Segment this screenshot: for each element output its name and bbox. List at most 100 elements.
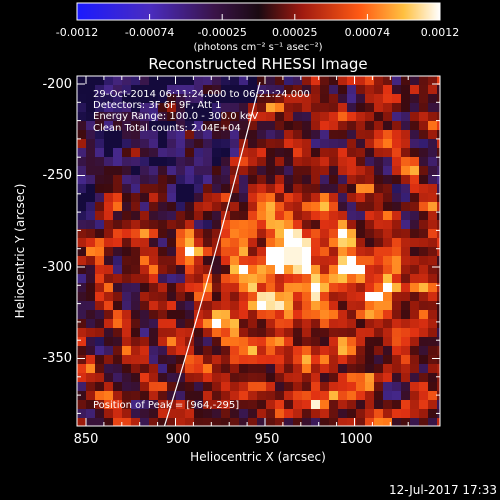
heatmap-cell [419, 211, 429, 221]
heatmap-cell [167, 418, 177, 426]
heatmap-cell [203, 301, 213, 311]
heatmap-cell [419, 247, 429, 257]
heatmap-cell [158, 238, 168, 248]
heatmap-cell [383, 319, 393, 329]
heatmap-cell [122, 220, 132, 230]
heatmap-cell [176, 112, 186, 122]
heatmap-cell [401, 130, 411, 140]
heatmap-cell [374, 85, 384, 95]
heatmap-cell [302, 373, 312, 383]
heatmap-cell [374, 265, 384, 275]
heatmap-cell [437, 121, 440, 131]
heatmap-cell [77, 373, 87, 383]
heatmap-cell [410, 382, 420, 392]
heatmap-cell [167, 184, 177, 194]
heatmap-cell [401, 166, 411, 176]
heatmap-cell [239, 229, 249, 239]
heatmap-cell [203, 310, 213, 320]
heatmap-cell [338, 283, 348, 293]
heatmap-cell [338, 103, 348, 113]
heatmap-cell [302, 175, 312, 185]
heatmap-cell [212, 292, 222, 302]
heatmap-cell [194, 337, 204, 347]
heatmap-cell [365, 346, 375, 356]
heatmap-cell [131, 373, 141, 383]
heatmap-cell [95, 409, 105, 419]
heatmap-cell [185, 256, 195, 266]
heatmap-cell [122, 193, 132, 203]
heatmap-cell [410, 220, 420, 230]
heatmap-cell [86, 400, 96, 410]
heatmap-cell [338, 238, 348, 248]
heatmap-cell [194, 130, 204, 140]
heatmap-cell [302, 310, 312, 320]
heatmap-cell [257, 238, 267, 248]
heatmap-cell [239, 211, 249, 221]
heatmap-cell [185, 319, 195, 329]
heatmap-cell [383, 247, 393, 257]
heatmap-cell [203, 373, 213, 383]
heatmap-cell [428, 373, 438, 383]
heatmap-cell [158, 103, 168, 113]
heatmap-cell [86, 139, 96, 149]
heatmap-cell [167, 220, 177, 230]
heatmap-cell [140, 328, 150, 338]
heatmap-cell [149, 391, 159, 401]
heatmap-cell [338, 121, 348, 131]
heatmap-cell [176, 211, 186, 221]
heatmap-cell [293, 418, 303, 426]
heatmap-cell [419, 193, 429, 203]
heatmap-cell [419, 292, 429, 302]
heatmap-cell [329, 247, 339, 257]
heatmap-cell [437, 346, 440, 356]
heatmap-cell [185, 373, 195, 383]
heatmap-cell [131, 382, 141, 392]
heatmap-cell [131, 409, 141, 419]
heatmap-cell [194, 328, 204, 338]
heatmap-cell [86, 328, 96, 338]
heatmap-cell [239, 418, 249, 426]
heatmap-cell [158, 193, 168, 203]
heatmap-cell [347, 364, 357, 374]
heatmap-cell [212, 301, 222, 311]
heatmap-cell [338, 76, 348, 86]
heatmap-cell [428, 418, 438, 426]
heatmap-cell [365, 229, 375, 239]
heatmap-cell [104, 211, 114, 221]
heatmap-cell [284, 310, 294, 320]
heatmap-cell [86, 391, 96, 401]
heatmap-cell [392, 256, 402, 266]
heatmap-cell [293, 157, 303, 167]
heatmap-cell [176, 166, 186, 176]
heatmap-cell [392, 274, 402, 284]
heatmap-cell [320, 130, 330, 140]
heatmap-cell [221, 166, 231, 176]
heatmap-cell [311, 400, 321, 410]
heatmap-cell [401, 85, 411, 95]
heatmap-cell [95, 184, 105, 194]
heatmap-cell [392, 382, 402, 392]
heatmap-cell [95, 202, 105, 212]
heatmap-cell [212, 112, 222, 122]
heatmap-cell [230, 400, 240, 410]
heatmap-cell [374, 94, 384, 104]
heatmap-cell [338, 193, 348, 203]
heatmap-cell [176, 103, 186, 113]
heatmap-cell [392, 418, 402, 426]
heatmap-cell [248, 166, 258, 176]
heatmap-cell [140, 238, 150, 248]
heatmap-cell [212, 229, 222, 239]
heatmap-cell [428, 292, 438, 302]
heatmap-cell [203, 148, 213, 158]
heatmap-cell [158, 373, 168, 383]
heatmap-cell [320, 175, 330, 185]
heatmap-cell [347, 157, 357, 167]
heatmap-cell [383, 364, 393, 374]
heatmap-cell [383, 220, 393, 230]
heatmap-cell [347, 283, 357, 293]
heatmap-cell [437, 130, 440, 140]
heatmap-cell [329, 175, 339, 185]
heatmap-cell [266, 130, 276, 140]
heatmap-cell [212, 157, 222, 167]
heatmap-cell [140, 274, 150, 284]
